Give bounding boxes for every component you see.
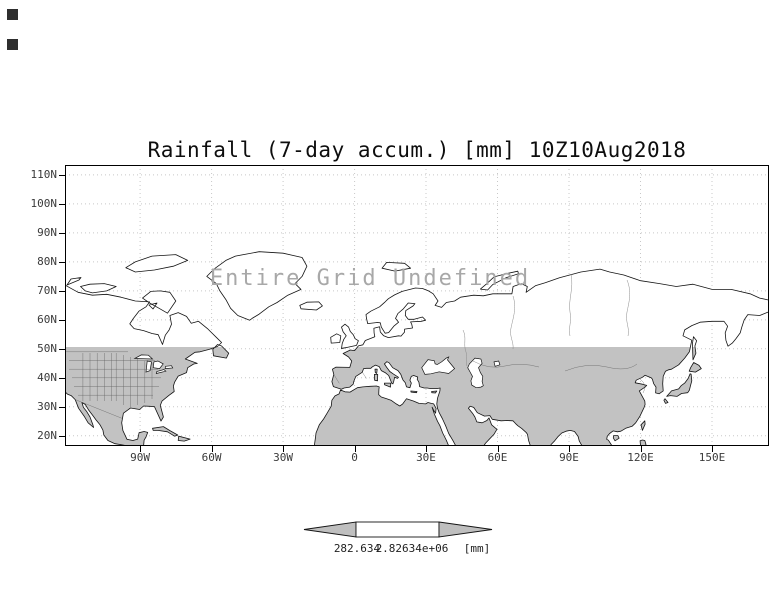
lon-tick-mark xyxy=(569,446,570,452)
lon-tick-mark xyxy=(712,446,713,452)
colorbar-right-arrow xyxy=(438,521,493,538)
colorbar-box xyxy=(355,521,440,538)
screen-artifact-1 xyxy=(7,9,18,20)
lat-tick-label: 30N xyxy=(37,399,57,413)
world-map-canvas xyxy=(65,165,769,446)
lat-tick-mark xyxy=(59,232,65,234)
lat-tick-label: 50N xyxy=(37,341,57,355)
lat-tick-mark xyxy=(59,261,65,263)
lat-tick-label: 20N xyxy=(37,428,57,442)
colorbar-max-label: 2.82634e+06 xyxy=(375,542,449,555)
lat-tick-label: 90N xyxy=(37,225,57,239)
lat-tick-mark xyxy=(59,435,65,437)
lon-tick-label: 60W xyxy=(201,451,222,464)
lat-tick-mark xyxy=(59,406,65,408)
lat-tick-mark xyxy=(59,377,65,379)
lon-tick-mark xyxy=(426,446,427,452)
lon-tick-label: 90W xyxy=(130,451,151,464)
lon-tick-mark xyxy=(211,446,213,452)
lat-tick-label: 60N xyxy=(37,312,57,326)
lon-tick-label: 120E xyxy=(627,451,654,464)
lat-tick-label: 100N xyxy=(30,196,58,210)
political-borders xyxy=(65,351,646,419)
lat-tick-label: 40N xyxy=(37,370,57,384)
lon-tick-label: 30W xyxy=(273,451,294,464)
lon-tick-label: 150E xyxy=(698,451,726,464)
lon-tick-mark xyxy=(640,446,642,452)
lon-tick-label: 0 xyxy=(351,451,358,464)
colorbar-units-label: [mm] xyxy=(463,542,491,555)
lat-tick-label: 110N xyxy=(30,167,58,181)
rivers xyxy=(462,273,630,367)
lon-tick-label: 30E xyxy=(416,451,436,464)
plot-title: Rainfall (7-day accum.) [mm] 10Z10Aug201… xyxy=(147,138,687,162)
lat-tick-mark xyxy=(59,290,65,292)
colorbar xyxy=(303,521,493,538)
lon-tick-label: 90E xyxy=(559,451,579,464)
lat-tick-label: 70N xyxy=(37,283,57,297)
lon-tick-mark xyxy=(283,446,285,452)
lat-tick-mark xyxy=(59,174,65,176)
lat-tick-label: 80N xyxy=(37,254,57,268)
undefined-grid-message: Entire Grid Undefined xyxy=(209,266,531,291)
colorbar-left-arrow xyxy=(303,521,357,538)
screen-artifact-2 xyxy=(7,39,18,50)
lon-tick-label: 60E xyxy=(487,451,508,464)
lon-tick-mark xyxy=(497,446,499,452)
colorbar-min-label: 282.634 xyxy=(333,542,381,555)
lat-tick-mark xyxy=(59,348,65,350)
lon-tick-mark xyxy=(140,446,142,452)
lon-tick-mark xyxy=(354,446,356,452)
lat-tick-mark xyxy=(59,319,65,321)
lat-tick-mark xyxy=(59,203,65,205)
